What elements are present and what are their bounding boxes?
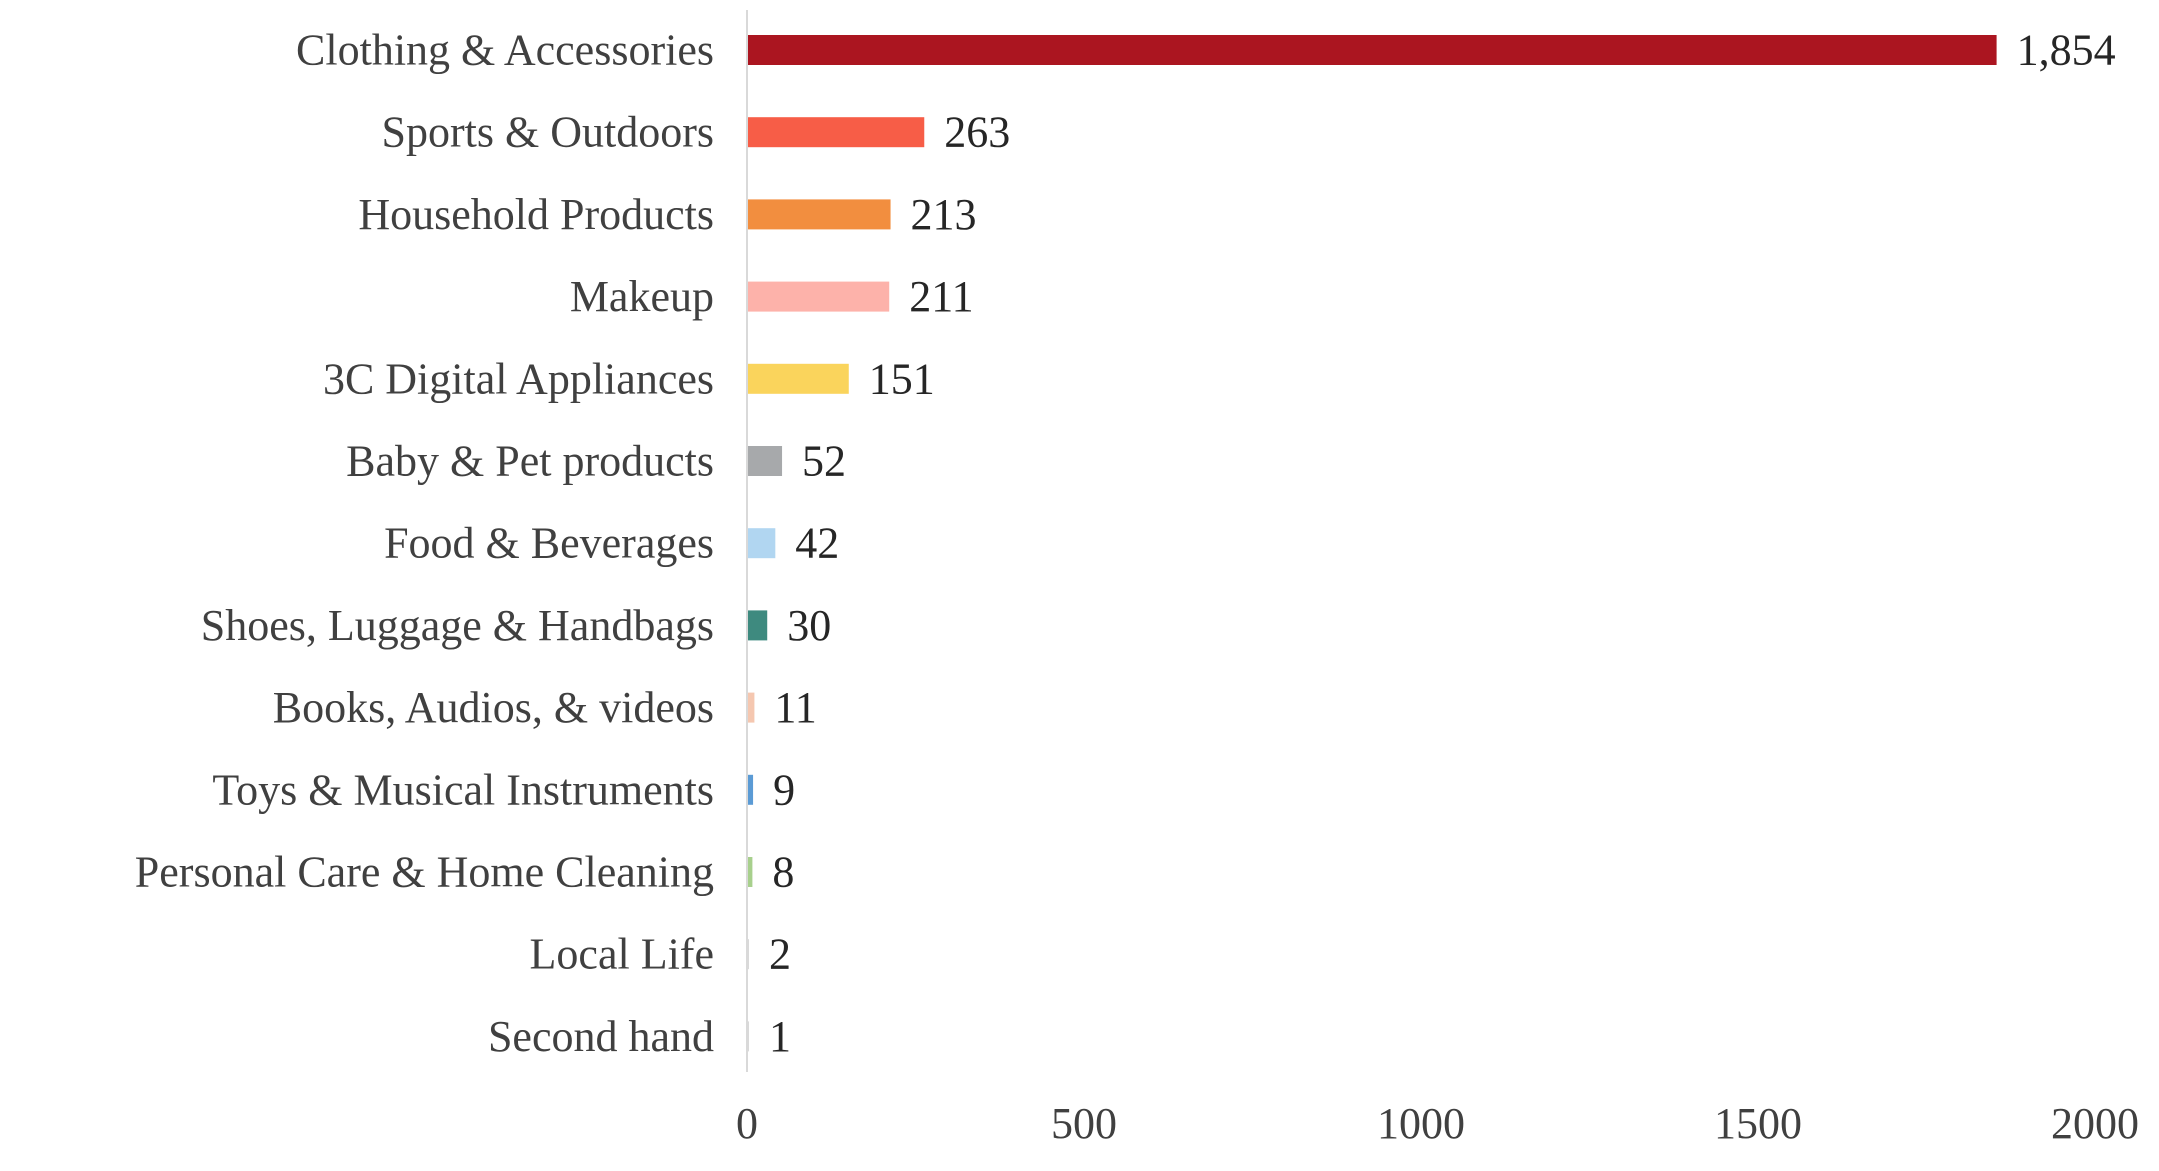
- x-tick-label: 1500: [1714, 1099, 1802, 1148]
- bar-8: [747, 692, 755, 723]
- x-tick-label: 1000: [1377, 1099, 1465, 1148]
- data-label: 151: [869, 354, 935, 403]
- data-label: 8: [772, 848, 794, 897]
- category-label: Personal Care & Home Cleaning: [135, 848, 714, 897]
- category-label: Baby & Pet products: [346, 437, 714, 486]
- data-labels-group: 1,854 263 213 211 151 52 42 30 11 9 8 2 1: [769, 26, 2116, 1061]
- bar-3: [747, 281, 890, 312]
- data-label: 52: [802, 437, 846, 486]
- category-label: Clothing & Accessories: [296, 26, 714, 75]
- category-label: Household Products: [358, 190, 714, 239]
- category-label: Toys & Musical Instruments: [212, 765, 714, 814]
- data-label: 11: [774, 683, 816, 732]
- x-tick-labels-group: 0 500 1000 1500 2000: [736, 1099, 2139, 1148]
- data-label: 42: [795, 519, 839, 568]
- data-label: 30: [787, 601, 831, 650]
- data-label: 211: [909, 272, 973, 321]
- x-tick-label: 500: [1051, 1099, 1117, 1148]
- bar-7: [747, 610, 768, 641]
- data-label: 1: [769, 1012, 791, 1061]
- data-label: 9: [773, 765, 795, 814]
- bar-4: [747, 363, 849, 394]
- bar-10: [747, 857, 753, 887]
- x-tick-label: 2000: [2051, 1099, 2139, 1148]
- category-label: Books, Audios, & videos: [273, 683, 714, 732]
- bar-1: [747, 117, 925, 148]
- data-label: 2: [769, 930, 791, 979]
- category-label: Makeup: [570, 272, 714, 321]
- data-label: 263: [944, 108, 1010, 157]
- bars-group: [747, 35, 1997, 1052]
- bar-9: [747, 774, 754, 805]
- category-labels-group: Clothing & Accessories Sports & Outdoors H…: [135, 26, 714, 1061]
- x-tick-label: 0: [736, 1099, 758, 1148]
- category-label: Local Life: [530, 930, 714, 979]
- data-label: 1,854: [2017, 26, 2116, 75]
- bar-6: [747, 528, 776, 559]
- category-label: Second hand: [488, 1012, 714, 1061]
- bar-0: [747, 35, 1997, 65]
- bar-5: [747, 446, 783, 476]
- category-label: Food & Beverages: [384, 519, 714, 568]
- category-label: 3C Digital Appliances: [323, 354, 714, 403]
- bar-2: [747, 199, 891, 230]
- data-label: 213: [911, 190, 977, 239]
- category-label: Sports & Outdoors: [382, 108, 714, 157]
- category-label: Shoes, Luggage & Handbags: [201, 601, 714, 650]
